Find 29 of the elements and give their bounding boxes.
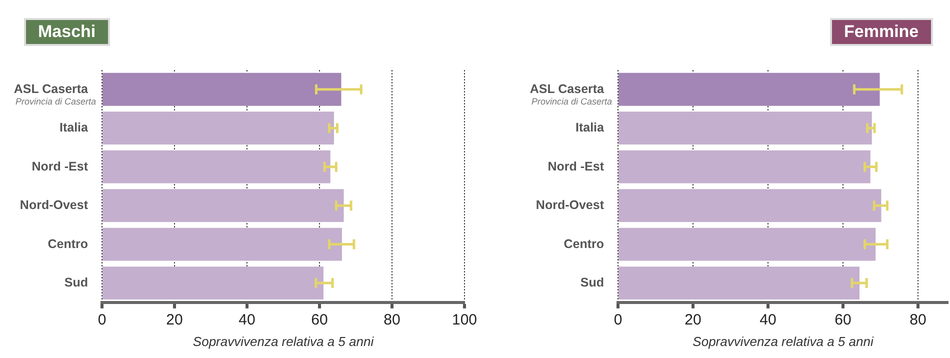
y-tick-label: Nord -Est [32, 159, 89, 174]
x-tick-label: 60 [311, 312, 328, 329]
y-tick-label: Italia [576, 120, 606, 135]
text: Provincia di Caserta [531, 96, 612, 106]
y-tick-label: Italia [60, 120, 90, 135]
x-axis-title: Sopravvivenza relativa a 5 anni [192, 334, 375, 349]
x-tick-label: 60 [834, 312, 852, 329]
chart-title: Femmine [830, 18, 933, 46]
x-tick-label: 100 [452, 312, 477, 329]
y-tick-label: Nord -Est [548, 159, 605, 174]
x-tick-label: 0 [614, 312, 622, 329]
y-tick-label: Nord-Ovest [536, 198, 605, 212]
x-tick-label: 40 [760, 312, 776, 329]
x-tick-label: 80 [384, 312, 400, 329]
y-tick-label: Sud [64, 275, 88, 290]
x-tick-label: 80 [910, 312, 926, 329]
y-tick-label: Sud [580, 275, 604, 290]
chart-title: Maschi [24, 18, 110, 46]
x-tick-label: 40 [238, 312, 256, 329]
x-axis-title: Sopravvivenza relativa a 5 anni [692, 334, 874, 349]
y-tick-label: ASL Caserta [14, 82, 90, 96]
y-tick-label: Centro [564, 236, 604, 251]
y-tick-label: Nord-Ovest [20, 198, 89, 212]
x-tick-label: 0 [98, 312, 106, 329]
x-tick-label: 20 [166, 312, 183, 329]
y-tick-label: ASL Caserta [530, 82, 606, 96]
x-tick-label: 20 [684, 312, 702, 329]
text: Provincia di Caserta [15, 96, 96, 106]
y-tick-label: Centro [48, 236, 88, 251]
